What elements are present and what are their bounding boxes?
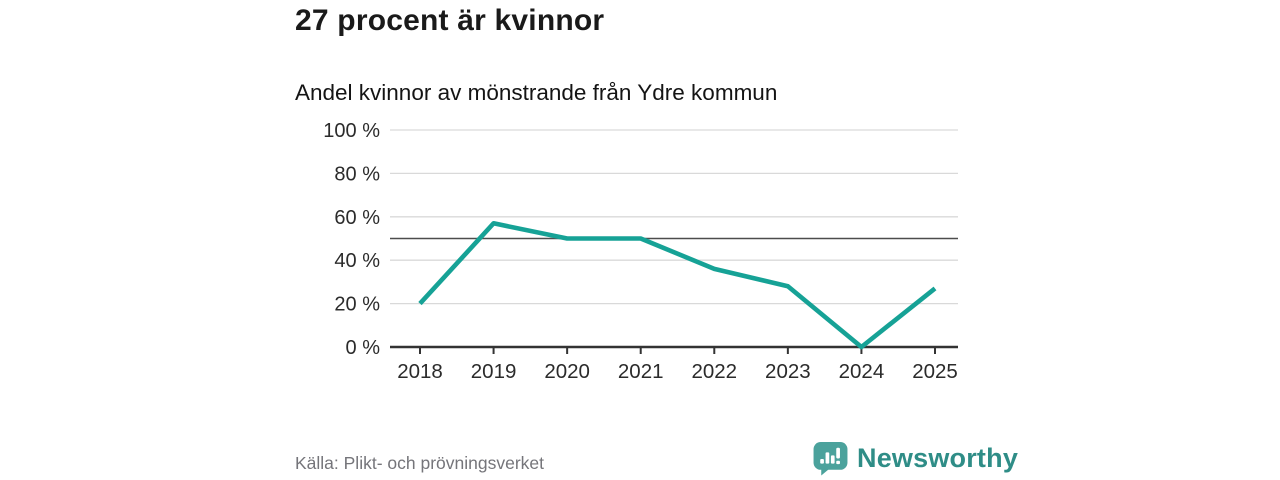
chart-subtitle: Andel kvinnor av mönstrande från Ydre ko…	[295, 80, 778, 105]
svg-text:2022: 2022	[691, 360, 737, 383]
svg-text:2020: 2020	[544, 360, 590, 383]
newsworthy-logo: Newsworthy	[812, 441, 1018, 476]
svg-text:0 %: 0 %	[346, 337, 381, 359]
svg-text:40 %: 40 %	[334, 250, 380, 272]
svg-text:80 %: 80 %	[334, 163, 380, 185]
svg-text:2021: 2021	[618, 360, 664, 383]
svg-text:2019: 2019	[471, 360, 517, 383]
svg-text:2024: 2024	[839, 360, 885, 383]
newsworthy-speech-bubble-bar-chart-icon	[813, 442, 848, 476]
chart-title: 27 procent är kvinnor	[295, 4, 605, 37]
line-chart: 0 % 20 % 40 % 60 % 80 % 100 % 2018 2019 2020 2021…	[323, 120, 958, 383]
svg-text:2025: 2025	[912, 360, 958, 383]
brand-name: Newsworthy	[857, 443, 1019, 473]
source-attribution: Källa: Plikt- och prövningsverket	[295, 453, 544, 473]
svg-text:2023: 2023	[765, 360, 811, 383]
svg-text:2018: 2018	[397, 360, 443, 383]
svg-text:20 %: 20 %	[334, 294, 380, 316]
svg-text:60 %: 60 %	[334, 207, 380, 229]
svg-text:100 %: 100 %	[323, 120, 380, 142]
